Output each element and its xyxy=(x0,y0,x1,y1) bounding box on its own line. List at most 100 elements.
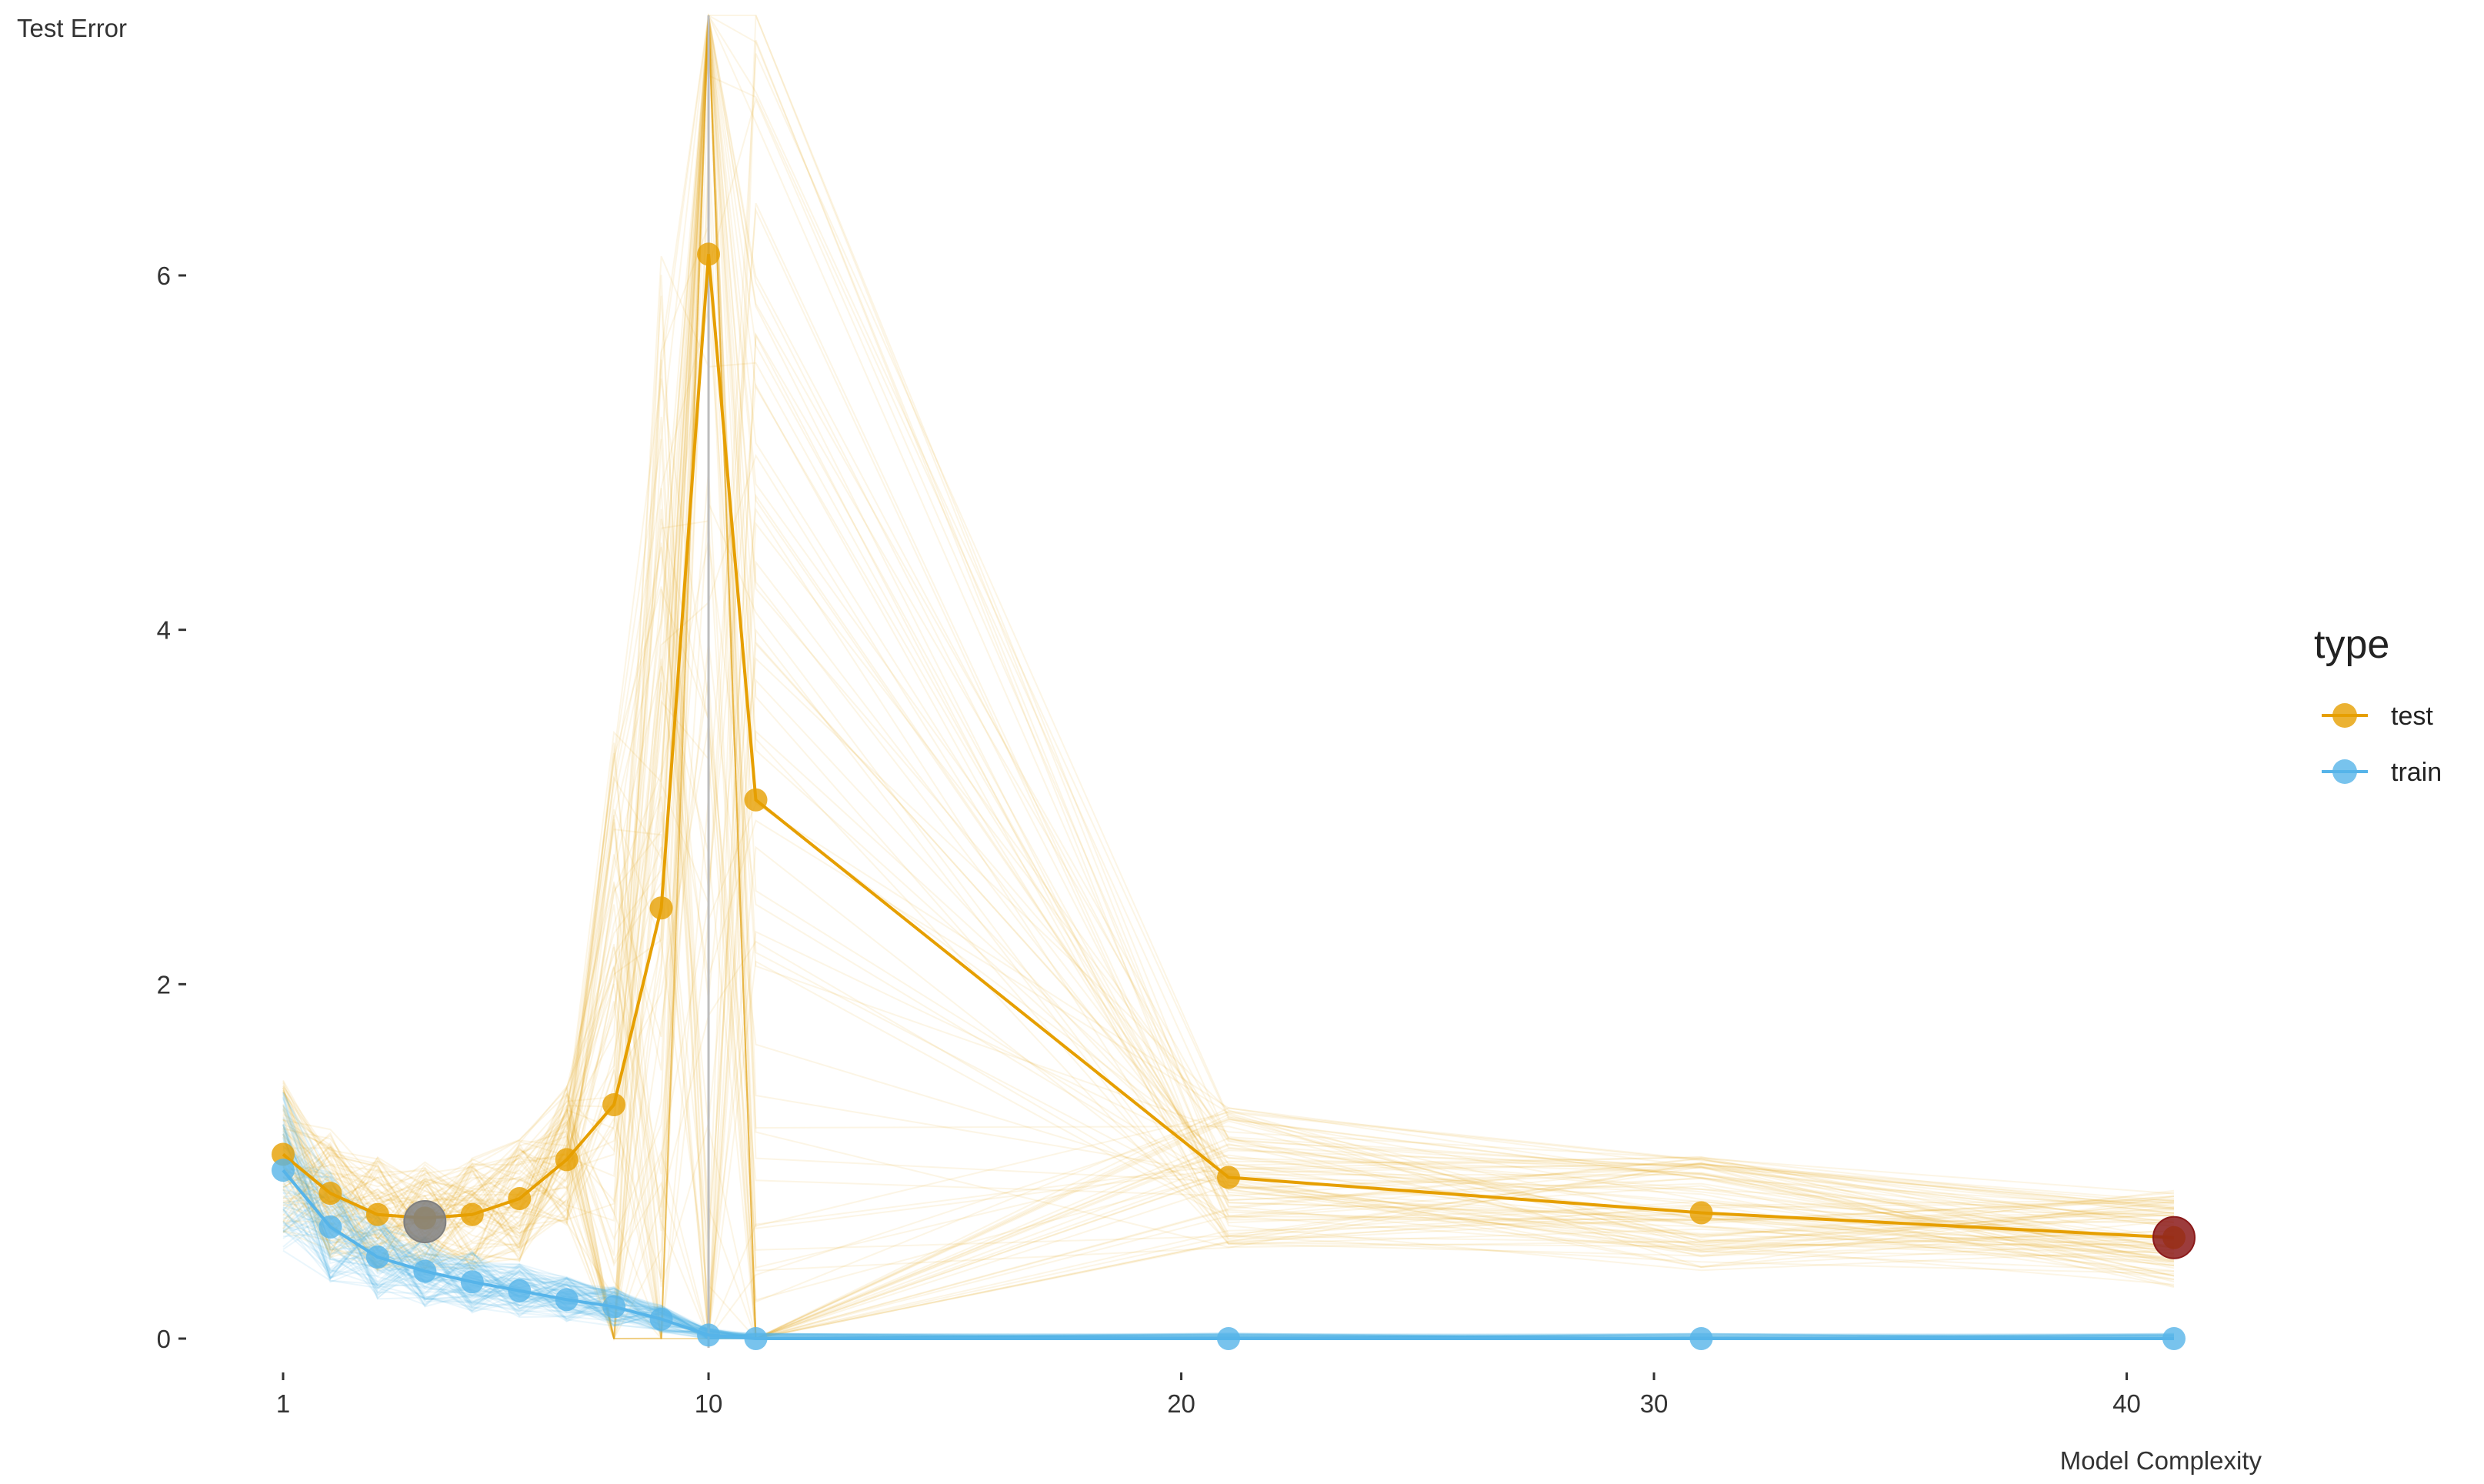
bootstrap-trace xyxy=(282,1169,2175,1340)
y-axis-title: Test Error xyxy=(17,14,127,42)
point-test xyxy=(508,1187,532,1211)
bootstrap-trace xyxy=(282,295,2175,1286)
bootstrap-trace xyxy=(282,542,2175,1340)
bootstrap-trace xyxy=(282,1169,2175,1339)
bootstrap-trace xyxy=(282,1116,2175,1340)
bootstrap-trace xyxy=(282,802,2175,1339)
point-test xyxy=(744,788,768,812)
point-test xyxy=(1689,1201,1713,1225)
bootstrap-trace xyxy=(282,1153,2175,1339)
y-axis: 0 2 4 6 xyxy=(157,262,186,1353)
legend-item-test: test xyxy=(2322,702,2433,731)
bootstrap-trace xyxy=(282,246,2175,1340)
bootstrap-trace xyxy=(282,15,2175,1339)
bootstrap-trace xyxy=(282,1209,2175,1340)
bootstrap-trace xyxy=(282,39,2175,1339)
bootstrap-trace xyxy=(282,15,2175,1339)
point-train xyxy=(460,1270,484,1294)
y-tick-label: 4 xyxy=(157,616,171,645)
bootstrap-trace xyxy=(282,15,2175,1266)
point-train xyxy=(508,1279,532,1302)
legend-label-test: test xyxy=(2391,702,2433,731)
bootstrap-trace xyxy=(282,74,2175,1340)
bootstrap-trace xyxy=(282,15,2175,1269)
bootstrap-trace xyxy=(282,255,2175,1256)
bootstrap-trace xyxy=(282,454,2175,1339)
point-train xyxy=(318,1215,342,1239)
point-test xyxy=(318,1182,342,1206)
bootstrap-trace xyxy=(282,1097,2175,1340)
bootstrap-trace xyxy=(282,809,2175,1296)
bootstrap-trace xyxy=(282,332,2175,1339)
bootstrap-trace xyxy=(282,509,2175,1339)
bootstrap-trace xyxy=(282,520,2175,1340)
point-test xyxy=(555,1148,578,1172)
bootstrap-trace xyxy=(282,15,2175,1340)
bootstrap-trace xyxy=(282,1170,2175,1340)
point-train xyxy=(555,1288,578,1312)
bootstrap-trace xyxy=(282,1191,2174,1339)
bootstrap-trace xyxy=(282,1230,2175,1340)
highlight-point xyxy=(403,1199,447,1243)
bootstrap-trace xyxy=(282,15,2175,1237)
bootstrap-trace xyxy=(282,493,2175,1339)
bootstrap-trace xyxy=(282,28,2175,1340)
bootstrap-trace xyxy=(282,845,2175,1339)
bootstrap-trace xyxy=(282,1069,2175,1339)
point-train xyxy=(1217,1327,1240,1350)
bootstrap-trace xyxy=(282,15,2175,1281)
bootstrap-trace xyxy=(282,439,2175,1339)
bootstrap-trace xyxy=(282,225,2175,1272)
bootstrap-trace xyxy=(282,97,2175,1269)
bootstrap-trace xyxy=(282,828,2175,1339)
bootstrap-trace xyxy=(282,15,2175,1262)
bootstrap-trace xyxy=(282,332,2175,1339)
bootstrap-trace xyxy=(282,729,2175,1339)
point-train xyxy=(413,1259,437,1283)
bootstrap-trace xyxy=(282,379,2175,1275)
x-tick-label: 20 xyxy=(1167,1389,1195,1418)
bootstrap-trace xyxy=(282,308,2175,1257)
bootstrap-trace xyxy=(282,940,2175,1342)
bootstrap-trace xyxy=(282,1146,2175,1339)
legend-dot-test xyxy=(2332,703,2357,728)
point-train xyxy=(2162,1327,2186,1350)
bootstrap-trace xyxy=(282,1209,2175,1340)
bootstrap-trace xyxy=(282,15,2175,1272)
y-tick-label: 2 xyxy=(157,970,171,999)
bootstrap-trace xyxy=(282,1091,2175,1339)
point-train xyxy=(602,1295,626,1319)
bootstrap-trace xyxy=(282,15,2175,1251)
bootstrap-trace xyxy=(282,1186,2174,1339)
bootstrap-trace xyxy=(282,15,2175,1251)
bootstrap-trace xyxy=(282,539,2175,1262)
bootstrap-trace xyxy=(282,15,2175,1234)
bootstrap-trace xyxy=(282,15,2175,1269)
bootstrap-trace xyxy=(282,15,2175,1299)
bootstrap-trace xyxy=(282,416,2175,1340)
point-train xyxy=(365,1246,389,1269)
bootstrap-trace xyxy=(282,1137,2175,1340)
bootstrap-trace xyxy=(282,657,2175,1287)
bootstrap-trace xyxy=(282,15,2175,1340)
bootstrap-trace xyxy=(282,15,2175,1340)
bootstrap-trace xyxy=(282,1148,2174,1340)
bootstrap-trace xyxy=(282,846,2175,1339)
bootstrap-trace xyxy=(282,1186,2175,1340)
x-axis-title: Model Complexity xyxy=(2060,1446,2262,1475)
x-tick-label: 10 xyxy=(695,1389,723,1418)
y-tick-label: 0 xyxy=(157,1325,171,1353)
point-test xyxy=(365,1202,389,1226)
point-train xyxy=(1689,1327,1713,1350)
point-train xyxy=(697,1323,721,1347)
highlight-points xyxy=(403,1199,2196,1259)
bootstrap-trace xyxy=(282,1104,2174,1339)
highlight-point xyxy=(2152,1216,2196,1259)
bootstrap-trace xyxy=(282,1162,2174,1340)
bootstrap-trace xyxy=(282,18,2175,1249)
x-axis: 1 10 20 30 40 xyxy=(276,1372,2141,1418)
bootstrap-trace xyxy=(282,665,2175,1340)
point-test xyxy=(272,1142,295,1166)
legend-item-train: train xyxy=(2322,758,2442,787)
bootstrap-trace xyxy=(282,1188,2174,1340)
